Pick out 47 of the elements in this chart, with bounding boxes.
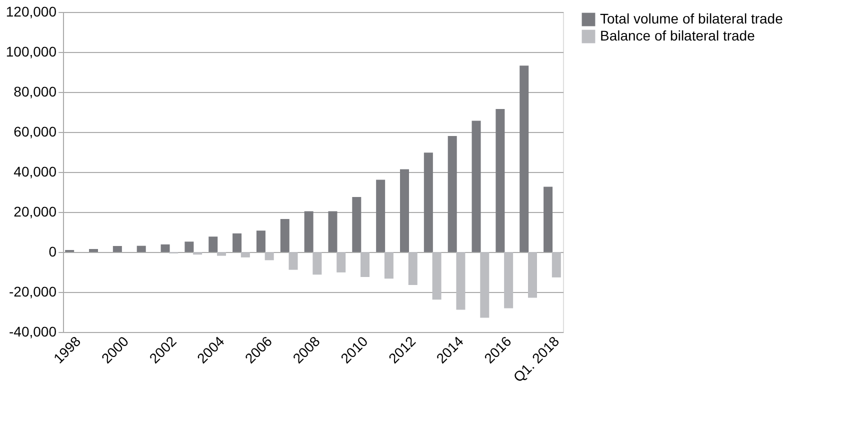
y-tick-label: 20,000: [14, 204, 57, 220]
bar: [208, 236, 218, 252]
bar: [328, 211, 338, 252]
bar: [280, 219, 290, 252]
bar: [544, 186, 553, 252]
legend-label: Total volume of bilateral trade: [600, 10, 784, 26]
bar: [89, 249, 98, 252]
bar: [472, 120, 481, 252]
bar: [448, 136, 457, 252]
bar: [264, 252, 274, 260]
bar: [384, 252, 394, 279]
bar: [136, 246, 146, 252]
y-tick-label: 120,000: [6, 4, 57, 20]
bar: [232, 233, 242, 252]
bar: [216, 252, 226, 256]
bar: [504, 252, 514, 308]
y-tick-label: 100,000: [6, 44, 57, 60]
bar: [336, 252, 346, 272]
bar: [496, 109, 505, 252]
bar: [552, 252, 561, 278]
bar: [424, 152, 433, 252]
y-tick-label: 60,000: [14, 124, 57, 140]
bar: [312, 252, 322, 275]
bar: [400, 169, 410, 252]
bar: [360, 252, 370, 277]
bar: [193, 252, 202, 255]
bar: [520, 66, 529, 252]
bar: [528, 252, 537, 298]
bar: [480, 252, 490, 318]
bar: [432, 252, 442, 300]
y-tick-label: 80,000: [14, 84, 57, 100]
y-tick-label: 40,000: [14, 164, 57, 180]
bar: [184, 242, 194, 252]
bar: [376, 180, 386, 252]
legend-label: Balance of bilateral trade: [600, 28, 756, 44]
bar: [288, 252, 298, 270]
bar: [160, 244, 170, 252]
bar: [240, 252, 250, 258]
y-tick-label: -40,000: [9, 324, 57, 340]
y-tick-label: 0: [48, 244, 57, 260]
bar: [112, 246, 122, 252]
bar: [304, 211, 314, 252]
bar: [256, 230, 266, 252]
y-tick-label: -20,000: [9, 284, 57, 300]
bar: [456, 252, 466, 310]
bar: [352, 197, 362, 252]
bar: [408, 252, 418, 285]
